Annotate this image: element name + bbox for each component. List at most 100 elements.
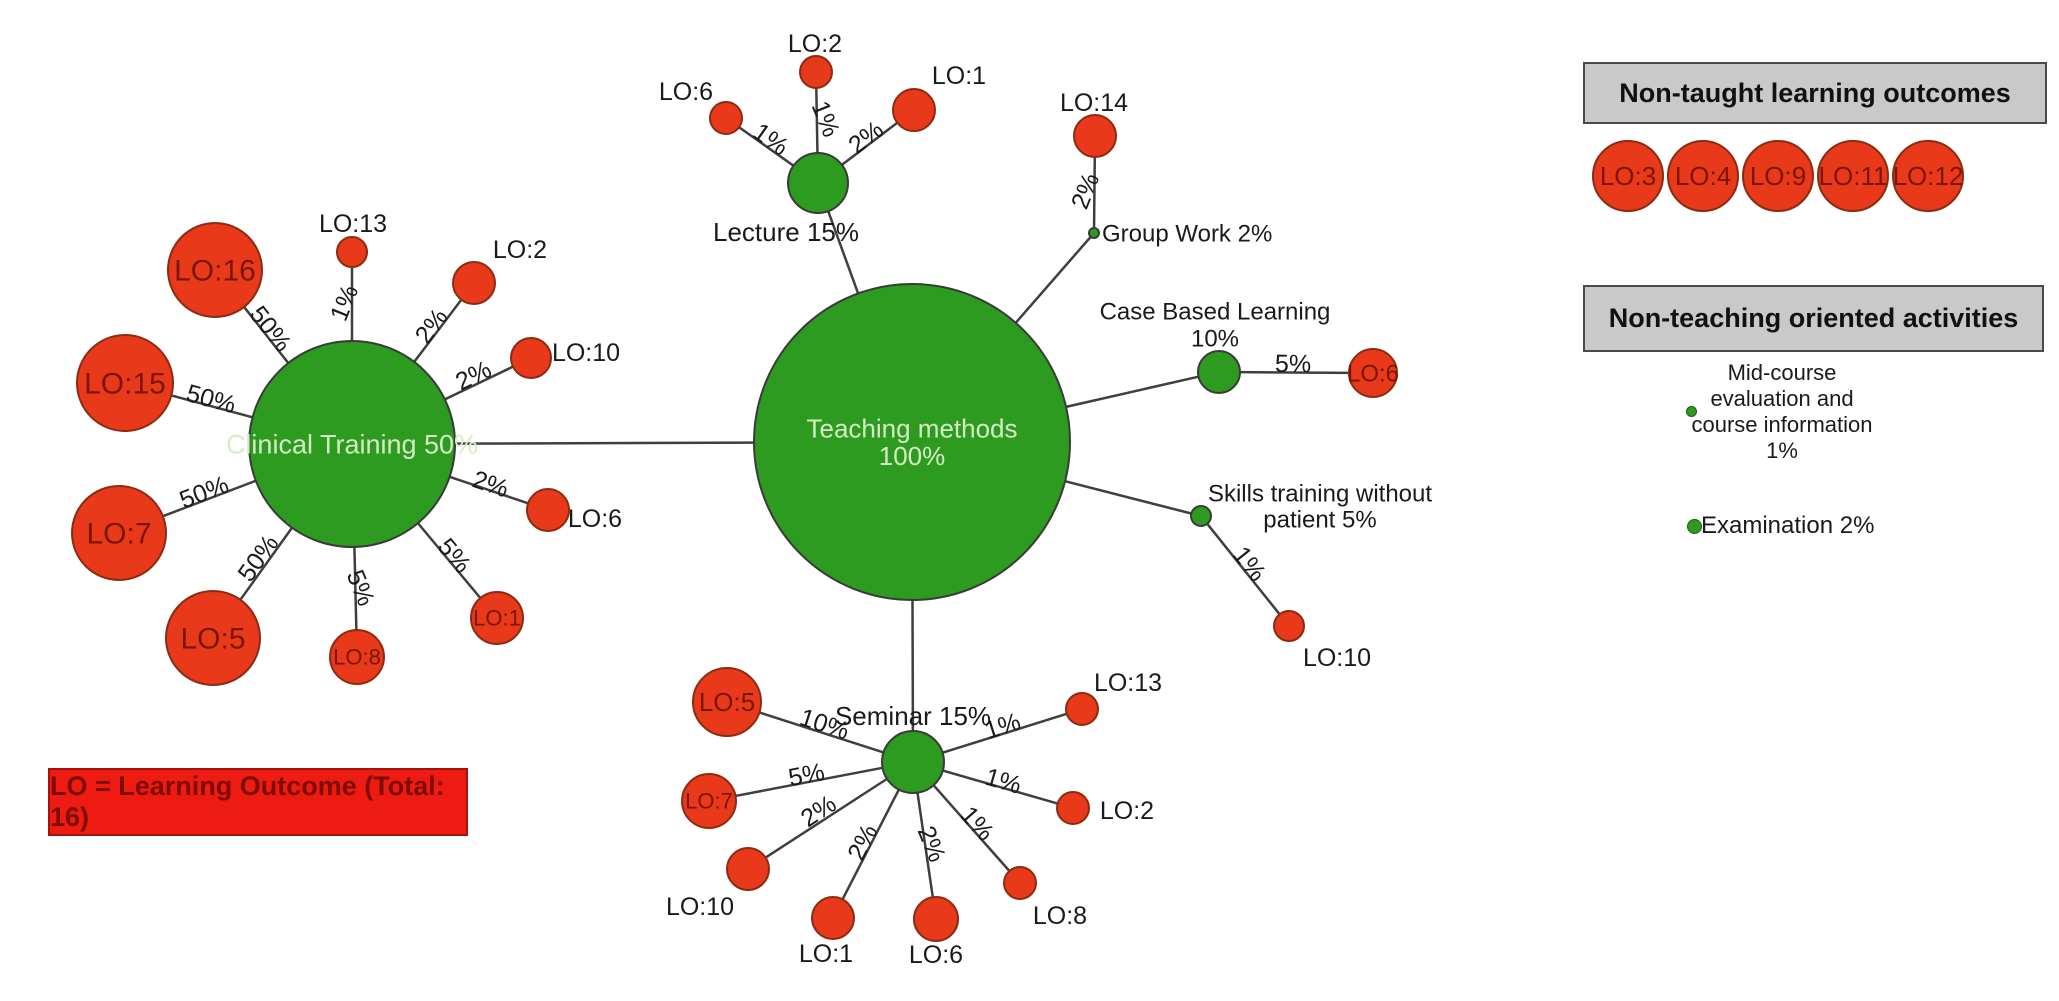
non-teaching-header-text: Non-teaching oriented activities xyxy=(1608,303,2019,333)
edge-label-ct-c13: 1% xyxy=(325,281,364,325)
node-label-m7: LO:7 xyxy=(685,789,733,814)
node-c13-outcome xyxy=(336,236,368,268)
node-g14-outcome xyxy=(1073,114,1117,158)
edge-label-ct-c2: 2% xyxy=(410,303,454,349)
node-label-c13: LO:13 xyxy=(319,210,387,238)
node-cbl-hub xyxy=(1197,350,1241,394)
edge-label-sem-m8: 1% xyxy=(955,801,1000,847)
legend-text: LO = Learning Outcome (Total: 16) xyxy=(50,771,445,832)
skills-training-label-1: Skills training without xyxy=(1208,480,1432,507)
edge-ct-c16 xyxy=(243,306,290,364)
edge-label-lec-l1: 2% xyxy=(843,116,889,160)
edge-label-ct-c5: 50% xyxy=(233,530,285,587)
non-taught-outcome-lo-12: LO:12 xyxy=(1892,140,1964,212)
node-m13-outcome xyxy=(1065,692,1099,726)
edge-label-ct-c1: 5% xyxy=(432,533,477,579)
edge-label-sem-m6: 2% xyxy=(912,822,951,866)
node-label-c10: LO:10 xyxy=(552,339,620,367)
node-label-c15: LO:15 xyxy=(84,368,166,401)
edge-tm-lec xyxy=(827,210,860,294)
edge-label-sem-m2: 1% xyxy=(982,763,1024,800)
node-c16-outcome xyxy=(167,222,263,318)
edge-tm-cbl xyxy=(1065,375,1199,409)
node-b6-outcome xyxy=(1348,348,1398,398)
node-l6-outcome xyxy=(709,101,743,135)
node-c10-outcome xyxy=(510,337,552,379)
node-label-s10: LO:10 xyxy=(1303,644,1371,672)
edge-label-ct-c15: 50% xyxy=(183,379,239,419)
node-ct-hub xyxy=(248,340,456,548)
node-label-g14: LO:14 xyxy=(1060,89,1128,117)
edge-lec-l6 xyxy=(738,126,795,167)
bullet-dot-icon xyxy=(1686,406,1697,417)
edge-ct-c1 xyxy=(416,522,482,599)
node-label-l1: LO:1 xyxy=(932,62,986,90)
node-label-c16: LO:16 xyxy=(174,255,256,288)
node-m2-outcome xyxy=(1056,791,1090,825)
node-label-m10: LO:10 xyxy=(666,893,734,921)
edge-lec-l1 xyxy=(841,121,899,166)
node-lec-hub xyxy=(787,152,849,214)
edge-label-lec-l2: 1% xyxy=(806,97,845,141)
edge-label-sem-m1: 2% xyxy=(842,820,883,865)
edge-label-ct-c10: 2% xyxy=(451,355,496,396)
non-taught-outcome-lo-9: LO:9 xyxy=(1742,140,1814,212)
edge-label-cbl-b6: 5% xyxy=(1275,350,1311,378)
mid-course-line-4: 1% xyxy=(1766,438,1798,463)
node-m8-outcome xyxy=(1003,866,1037,900)
node-s10-outcome xyxy=(1273,610,1305,642)
edge-gw-g14 xyxy=(1092,156,1097,229)
edge-ct-c6 xyxy=(449,475,529,505)
case-based-learning-label-1: Case Based Learning xyxy=(1100,298,1331,325)
edge-tm-skills xyxy=(1064,479,1192,515)
node-label-tm: 100% xyxy=(879,441,946,471)
edge-label-lec-l6: 1% xyxy=(748,118,794,162)
node-label-c2: LO:2 xyxy=(493,236,547,264)
edge-cbl-b6 xyxy=(1239,370,1350,375)
edge-lec-l2 xyxy=(815,87,819,154)
edge-label-gw-g14: 2% xyxy=(1066,169,1105,213)
node-label-m13: LO:13 xyxy=(1094,669,1162,697)
mid-course-line-2: evaluation and xyxy=(1710,386,1854,411)
node-m5-outcome xyxy=(692,667,762,737)
node-label-l2: LO:2 xyxy=(788,30,842,58)
seminar-label: Seminar 15% xyxy=(835,701,991,731)
node-label-m1: LO:1 xyxy=(799,940,853,968)
node-m10-outcome xyxy=(726,847,770,891)
node-label-c5: LO:5 xyxy=(180,623,245,656)
edge-sem-m6 xyxy=(916,792,935,898)
edge-ct-c2 xyxy=(413,298,463,363)
edge-ct-tm xyxy=(454,441,755,445)
examination-label: Examination 2% xyxy=(1701,512,1875,539)
node-gw-hub xyxy=(1088,227,1100,239)
node-l1-outcome xyxy=(892,88,936,132)
node-c1-outcome xyxy=(470,591,524,645)
node-label-m5: LO:5 xyxy=(699,687,755,717)
node-c5-outcome xyxy=(165,590,261,686)
bullet-dot-icon xyxy=(1687,519,1702,534)
edge-sem-m7 xyxy=(735,766,883,798)
edge-ct-c5 xyxy=(239,526,294,601)
lecture-label: Lecture 15% xyxy=(713,217,859,247)
edge-sem-m5 xyxy=(758,711,884,754)
case-based-learning-label-2: 10% xyxy=(1191,325,1239,352)
node-tm-hub xyxy=(753,283,1071,601)
edge-label-ct-c8: 5% xyxy=(341,566,380,610)
node-c6-outcome xyxy=(526,488,570,532)
node-sem-hub xyxy=(881,730,945,794)
non-taught-header-text: Non-taught learning outcomes xyxy=(1619,77,2011,108)
node-l2-outcome xyxy=(799,55,833,89)
legend-box: LO = Learning Outcome (Total: 16) xyxy=(48,768,468,836)
node-c15-outcome xyxy=(76,334,174,432)
non-taught-outcome-lo-3: LO:3 xyxy=(1592,140,1664,212)
edge-sem-m13 xyxy=(942,712,1068,754)
edge-sem-m1 xyxy=(841,789,900,900)
edge-skills-s10 xyxy=(1206,523,1281,616)
node-m7-outcome xyxy=(681,773,737,829)
mid-course-line-1: Mid-course xyxy=(1727,360,1837,385)
edge-tm-gw xyxy=(1014,235,1092,324)
non-taught-outcome-lo-4: LO:4 xyxy=(1667,140,1739,212)
node-label-c1: LO:1 xyxy=(473,606,521,631)
non-taught-outcome-lo-11: LO:11 xyxy=(1817,140,1889,212)
